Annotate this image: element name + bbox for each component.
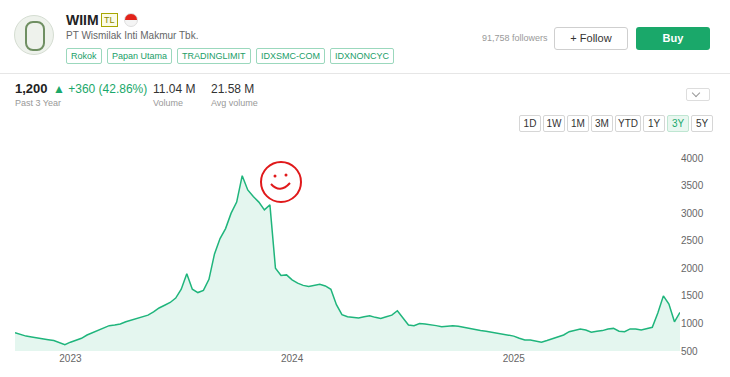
svg-text:1500: 1500	[681, 290, 704, 301]
svg-text:2500: 2500	[681, 235, 704, 246]
html-text:Buy: Buy	[662, 32, 684, 44]
html-text:Avg volume: Avg volume	[211, 98, 258, 108]
html-text:Rokok: Rokok	[71, 51, 97, 61]
html-text:Past 3 Year: Past 3 Year	[15, 98, 61, 108]
svg-text:1000: 1000	[681, 318, 704, 329]
html-text:IDXNONCYC: IDXNONCYC	[335, 51, 389, 61]
html-text:3Y: 3Y	[671, 118, 685, 129]
html-text:PT Wismilak Inti Makmur Tbk.: PT Wismilak Inti Makmur Tbk.	[66, 30, 199, 41]
html-text:21.58 M: 21.58 M	[211, 82, 255, 96]
svg-text:2023: 2023	[59, 353, 82, 364]
svg-text:2000: 2000	[681, 263, 704, 274]
svg-text:3500: 3500	[681, 180, 704, 191]
html-text:91,758 followers: 91,758 followers	[482, 33, 548, 43]
svg-text:500: 500	[681, 346, 698, 357]
html-text:Papan Utama: Papan Utama	[112, 51, 167, 61]
svg-text:4000: 4000	[681, 153, 704, 164]
html-text:Volume: Volume	[153, 98, 183, 108]
html-text:1D: 1D	[523, 118, 537, 129]
html-text:5Y: 5Y	[695, 118, 709, 129]
html-text:11.04 M: 11.04 M	[153, 82, 196, 96]
html-text:1W: 1W	[546, 118, 562, 129]
html-text:1M: 1M	[571, 118, 585, 129]
html-text:WIIM TL: WIIM TL	[66, 12, 115, 28]
html-text:IDXSMC-COM: IDXSMC-COM	[261, 51, 320, 61]
html-text:YTD: YTD	[618, 118, 638, 129]
html-text:+ Follow: + Follow	[570, 32, 612, 44]
svg-text:3000: 3000	[681, 208, 704, 219]
html-text:1,200 ▲ +360 (42.86%): 1,200 ▲ +360 (42.86%)	[15, 81, 148, 96]
html-text:1Y: 1Y	[647, 118, 661, 129]
html-text:TRADINGLIMIT: TRADINGLIMIT	[182, 51, 246, 61]
svg-text:2024: 2024	[281, 353, 304, 364]
html-text:3M: 3M	[595, 118, 609, 129]
svg-text:2025: 2025	[503, 353, 526, 364]
